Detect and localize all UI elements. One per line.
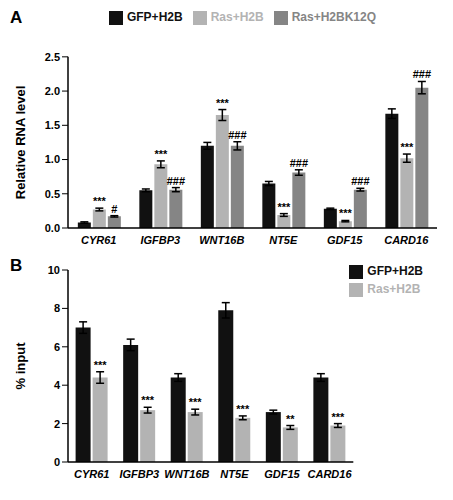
svg-text:% input: % input xyxy=(13,342,28,390)
svg-text:4: 4 xyxy=(54,379,61,391)
html-text:Ras+H2B: Ras+H2B xyxy=(210,10,264,24)
svg-text:WNT16B: WNT16B xyxy=(199,234,244,246)
svg-text:#: # xyxy=(111,203,117,215)
svg-text:10: 10 xyxy=(48,264,60,276)
html-text:A: A xyxy=(10,8,23,27)
svg-text:***: *** xyxy=(400,141,414,153)
svg-text:CARD16: CARD16 xyxy=(308,468,353,480)
html-text:B: B xyxy=(10,256,23,275)
svg-text:***: *** xyxy=(141,394,155,406)
svg-text:6: 6 xyxy=(54,341,60,353)
svg-text:8: 8 xyxy=(54,302,60,314)
html-text:GFP+H2B: GFP+H2B xyxy=(367,264,423,278)
html-text:GFP+H2B: GFP+H2B xyxy=(127,10,183,24)
svg-text:***: *** xyxy=(189,396,203,408)
svg-text:GDF15: GDF15 xyxy=(327,234,363,246)
svg-text:1.5: 1.5 xyxy=(45,119,60,131)
svg-text:CARD16: CARD16 xyxy=(384,234,429,246)
svg-text:0.5: 0.5 xyxy=(45,188,60,200)
svg-text:***: *** xyxy=(331,411,345,423)
svg-text:###: ### xyxy=(167,175,185,187)
svg-text:IGFBP3: IGFBP3 xyxy=(119,468,159,480)
svg-text:1.0: 1.0 xyxy=(45,153,60,165)
svg-text:2.5: 2.5 xyxy=(45,51,60,63)
svg-text:***: *** xyxy=(154,148,168,160)
svg-text:2.0: 2.0 xyxy=(45,85,60,97)
svg-text:CYR61: CYR61 xyxy=(81,234,116,246)
svg-text:0.0: 0.0 xyxy=(45,222,60,234)
svg-text:***: *** xyxy=(236,403,250,415)
svg-text:***: *** xyxy=(277,201,291,213)
svg-text:###: ### xyxy=(290,157,308,169)
svg-text:***: *** xyxy=(339,207,353,219)
svg-text:NT5E: NT5E xyxy=(269,234,298,246)
svg-text:GDF15: GDF15 xyxy=(264,468,300,480)
svg-text:NT5E: NT5E xyxy=(220,468,249,480)
svg-text:**: ** xyxy=(286,413,295,425)
html-text:Ras+H2B: Ras+H2B xyxy=(367,282,421,296)
svg-text:2: 2 xyxy=(54,418,60,430)
svg-text:###: ### xyxy=(351,175,369,187)
svg-text:WNT16B: WNT16B xyxy=(164,468,209,480)
svg-text:###: ### xyxy=(228,129,246,141)
svg-text:Relative RNA level: Relative RNA level xyxy=(13,86,28,200)
svg-text:IGFBP3: IGFBP3 xyxy=(140,234,180,246)
svg-text:***: *** xyxy=(94,359,108,371)
svg-text:***: *** xyxy=(216,97,230,109)
svg-text:***: *** xyxy=(93,195,107,207)
svg-text:0: 0 xyxy=(54,456,60,468)
html-text:Ras+H2BK12Q: Ras+H2BK12Q xyxy=(291,10,376,24)
svg-text:###: ### xyxy=(413,68,431,80)
svg-text:CYR61: CYR61 xyxy=(74,468,109,480)
